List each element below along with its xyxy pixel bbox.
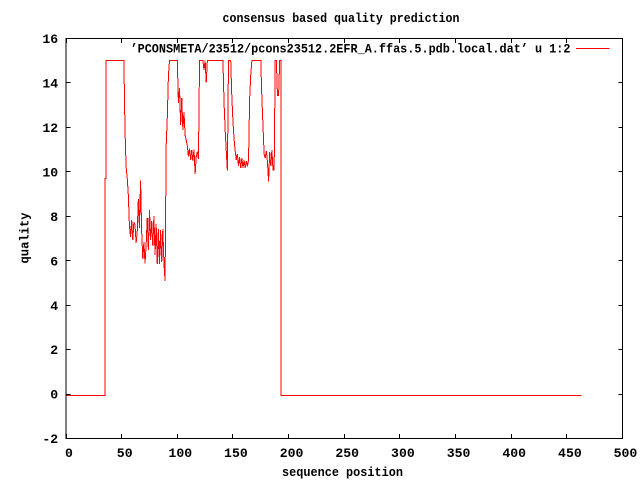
svg-text:0: 0 bbox=[65, 447, 73, 461]
svg-text:300: 300 bbox=[391, 447, 415, 461]
svg-text:-2: -2 bbox=[42, 433, 58, 447]
svg-text:16: 16 bbox=[42, 33, 58, 47]
svg-text:200: 200 bbox=[280, 447, 304, 461]
svg-text:150: 150 bbox=[224, 447, 248, 461]
svg-text:50: 50 bbox=[117, 447, 133, 461]
svg-text:consensus based quality predic: consensus based quality prediction bbox=[223, 12, 460, 26]
svg-text:100: 100 bbox=[168, 447, 192, 461]
svg-text:6: 6 bbox=[50, 255, 58, 269]
svg-text:8: 8 bbox=[50, 211, 58, 225]
svg-text:sequence position: sequence position bbox=[282, 466, 403, 480]
svg-text:0: 0 bbox=[50, 389, 58, 403]
svg-text:2: 2 bbox=[50, 344, 58, 358]
svg-text:quality: quality bbox=[19, 212, 33, 263]
svg-text:400: 400 bbox=[502, 447, 526, 461]
svg-text:350: 350 bbox=[447, 447, 471, 461]
svg-text:250: 250 bbox=[335, 447, 359, 461]
svg-text:500: 500 bbox=[614, 447, 638, 461]
svg-text:12: 12 bbox=[42, 122, 58, 136]
svg-text:14: 14 bbox=[42, 78, 58, 92]
svg-text:10: 10 bbox=[42, 166, 58, 180]
svg-text:450: 450 bbox=[558, 447, 582, 461]
svg-text:’PCONSMETA/23512/pcons23512.2E: ’PCONSMETA/23512/pcons23512.2EFR_A.ffas.… bbox=[131, 43, 571, 57]
svg-text:4: 4 bbox=[50, 300, 58, 314]
